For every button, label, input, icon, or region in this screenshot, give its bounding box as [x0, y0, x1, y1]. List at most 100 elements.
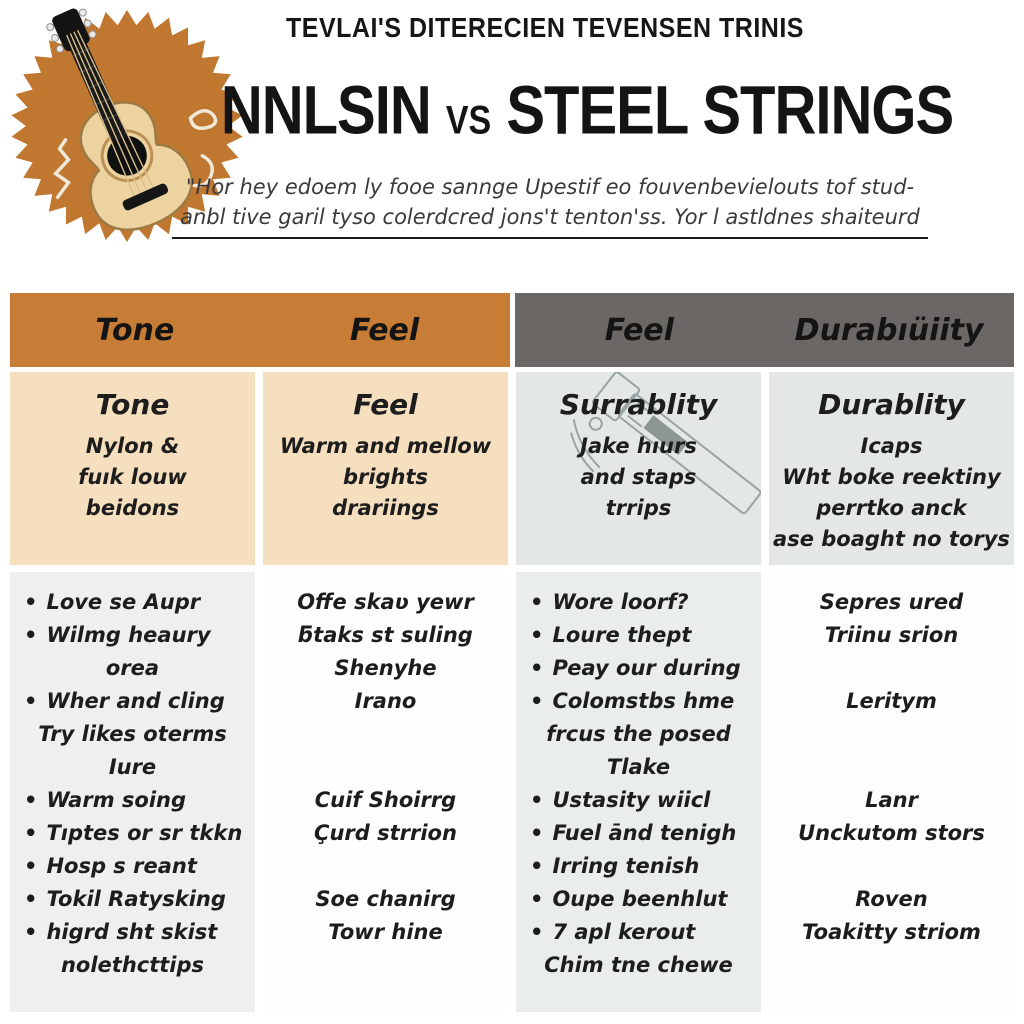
bullet-icon: •: [530, 623, 544, 647]
table-header-row: Tone Feel Feel Durabıüiity: [10, 293, 1014, 367]
header-label-feel-2: Feel: [604, 312, 674, 348]
string-doodles-icon: [52, 109, 218, 200]
guitar-badge-svg: [11, 8, 243, 243]
bullet-item: • Fuel ānd tenigh: [516, 817, 761, 850]
header: TEVLAI'S DITERECIEN TEVENSEN TRINIS NNLS…: [150, 13, 1024, 239]
subheader-title: Tone: [95, 388, 170, 421]
bullet-icon: •: [24, 788, 38, 812]
bullet-icon: •: [24, 689, 38, 713]
bullet-icon: •: [24, 854, 38, 878]
bullet-item: • Tıptes or sr tkkn: [10, 817, 255, 850]
table-list-row: • Love se Aupr • Wilmg heaury orea • Wher and …: [10, 572, 1014, 1012]
title-vs: VS: [445, 98, 492, 143]
bullet-text: Warm soing: [46, 788, 187, 812]
text-line: Warm and mellow: [279, 434, 492, 458]
text-line: Roven: [855, 887, 928, 911]
text-line: Sepres ured: [819, 590, 964, 614]
text-line: Soe chanirg: [315, 887, 456, 911]
list-gap: [769, 850, 1014, 883]
text-line: Wht boke reektiny: [782, 465, 1001, 489]
bullet-item: • Ustasity wiicl: [516, 784, 761, 817]
bullet-icon: •: [530, 788, 544, 812]
bullet-text: Tokil Ratysking: [46, 887, 226, 911]
bullet-item: • Loure thept: [516, 619, 761, 652]
bullet-item: • 7 apl kerout Chim tne chewe: [516, 916, 761, 982]
header-label-durability: Durabıüiity: [794, 312, 984, 348]
bullet-item: • Wher and cling Try likes oterms Iure: [10, 685, 255, 784]
text-line: orea: [105, 656, 160, 680]
bullet-icon: •: [24, 920, 38, 944]
list-column-feel: Offe skaʋ yewr ƃtaks st suling Shenyhe Iran…: [263, 572, 508, 1012]
text-line: brights: [342, 465, 429, 489]
bullet-text: Wher and cling: [46, 689, 225, 713]
text-line: Jake hıurs: [580, 434, 697, 458]
list-column-durability: Sepres ured Triinu srion Leritym Lanr Unckut…: [769, 572, 1014, 1012]
header-right-band: Feel Durabıüiity: [514, 293, 1014, 367]
list-gap: [263, 718, 508, 784]
text-line: Toakitty striom: [802, 920, 981, 944]
subheader-title: Feel: [353, 388, 418, 421]
text-line: Tlake: [606, 755, 671, 779]
bullet-text: Love se Aupr: [46, 590, 201, 614]
bullet-icon: •: [530, 656, 544, 680]
bullet-icon: •: [530, 920, 544, 944]
comparison-table: Tone Feel Feel Durabıüiity Tone Nylon & f…: [10, 293, 1014, 1012]
bullet-text: Oupe beenhlut: [552, 887, 728, 911]
bullet-text: Colomstbs hme: [552, 689, 735, 713]
bullet-item: • Irring tenish: [516, 850, 761, 883]
text-line: Lanr: [865, 788, 918, 812]
text-line: trrips: [605, 496, 672, 520]
table-subheader-row: Tone Nylon & fuık louw beidons Feel Warm a…: [10, 372, 1014, 565]
text-line: Try likes oterms: [38, 722, 227, 746]
text-line: ase boaght no torys: [773, 527, 1010, 551]
text-line: perrtko anck: [816, 496, 967, 520]
bullet-item: • Love se Aupr: [10, 586, 255, 619]
header-label-tone: Tone: [95, 312, 175, 348]
text-line: Offe skaʋ yewr: [297, 590, 474, 614]
bullet-text: Wore loorf?: [552, 590, 689, 614]
subheader-lines: Jake hıurs and staps trrips: [516, 431, 761, 524]
bullet-text: Ustasity wiicl: [552, 788, 711, 812]
bullet-item: • Warm soing: [10, 784, 255, 817]
subheader-cell-durability-b: Durablity Icaps Wht boke reektiny perrtko …: [769, 372, 1014, 565]
bullet-item: • Tokil Ratysking: [10, 883, 255, 916]
text-line: frcus the posed: [546, 722, 731, 746]
text-line: fuık louw: [78, 465, 187, 489]
text-line: Chim tne chewe: [544, 953, 733, 977]
bullet-icon: •: [530, 854, 544, 878]
guitar-neck-sketch-icon: [570, 372, 761, 515]
bullet-text: Hosp s reant: [46, 854, 197, 878]
subtitle-line1: "Hor hey edoem ly fooe sannge Upestif eo…: [185, 175, 915, 199]
subheader-title: Surrablity: [559, 388, 718, 421]
list-gap: [769, 652, 1014, 685]
bullet-text: Tıptes or sr tkkn: [46, 821, 243, 845]
bullet-icon: •: [24, 623, 38, 647]
subtitle: "Hor hey edoem ly fooe sannge Upestif eo…: [113, 172, 987, 239]
bullet-icon: •: [24, 887, 38, 911]
bullet-icon: •: [24, 821, 38, 845]
text-line: Shenyhe: [334, 656, 437, 680]
subheader-cell-feel: Feel Warm and mellow brights drariings: [263, 372, 508, 565]
title-right: STEEL STRINGS: [506, 72, 954, 149]
text-line: Unckutom stors: [798, 821, 985, 845]
list-column-tone: • Love se Aupr • Wilmg heaury orea • Wher and …: [10, 572, 255, 1012]
title-left: NNLSIN: [220, 72, 432, 149]
bullet-icon: •: [24, 590, 38, 614]
bullet-text: 7 apl kerout: [552, 920, 696, 944]
text-line: Nylon &: [85, 434, 180, 458]
text-line: Triinu srion: [824, 623, 959, 647]
subheader-cell-durability-a: Surrablity Jake hıurs and staps trrips: [516, 372, 761, 565]
text-line: Icaps: [860, 434, 923, 458]
subtitle-line2: anbl tive garil tyso colerdcred jons't t…: [172, 202, 928, 239]
subheader-title: Durablity: [818, 388, 965, 421]
bullet-item: • Hosp s reant: [10, 850, 255, 883]
bullet-text: Fuel ānd tenigh: [552, 821, 737, 845]
header-label-feel: Feel: [350, 312, 420, 348]
kicker-title: TEVLAI'S DITERECIEN TEVENSEN TRINIS: [286, 12, 804, 44]
text-line: Çurd strrion: [314, 821, 457, 845]
bullet-icon: •: [530, 887, 544, 911]
main-title: NNLSIN VS STEEL STRINGS: [150, 71, 1024, 150]
bullet-item: • Oupe beenhlut: [516, 883, 761, 916]
guitar-gear-badge-icon: [8, 4, 246, 248]
